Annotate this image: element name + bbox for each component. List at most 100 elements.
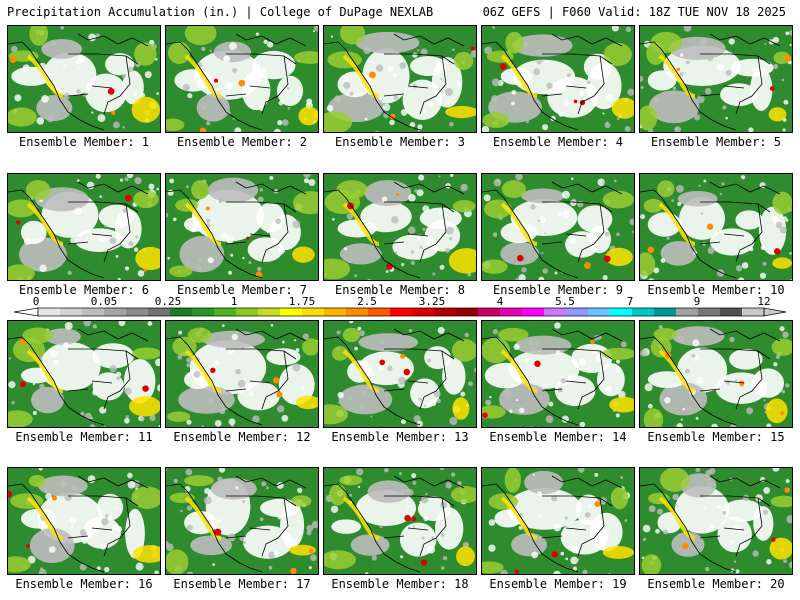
trace-speckle: [550, 115, 556, 122]
precip-map: [8, 321, 160, 427]
heavy-precip-spot: [20, 381, 26, 388]
trace-speckle: [677, 202, 682, 206]
dry-area: [575, 494, 602, 526]
dry-area: [735, 210, 763, 230]
trace-speckle: [92, 389, 98, 396]
trace-speckle: [536, 491, 543, 497]
trace-speckle: [775, 221, 783, 229]
colorbar-bin: [82, 308, 105, 316]
colorbar-bin: [478, 308, 501, 316]
precip-band: [128, 396, 160, 417]
trace-speckle: [10, 45, 18, 53]
trace-speckle: [492, 232, 498, 238]
trace-speckle: [425, 403, 431, 408]
precip-band: [329, 484, 347, 506]
trace-speckle: [227, 348, 234, 355]
trace-speckle: [275, 218, 281, 225]
trace-speckle: [231, 333, 239, 341]
dry-area: [85, 73, 127, 113]
colorbar-left-arrow: [13, 307, 39, 317]
dry-area: [122, 70, 144, 105]
dry-area: [123, 358, 156, 404]
trace-speckle: [515, 174, 523, 181]
trace-speckle: [140, 92, 146, 98]
trace-speckle: [408, 194, 416, 202]
dry-area: [722, 499, 763, 522]
heavy-precip-spot: [404, 514, 411, 522]
ensemble-member-label: Ensemble Member: 18: [331, 577, 469, 591]
trace-speckle: [300, 386, 305, 390]
trace-speckle: [270, 323, 274, 327]
trace-speckle: [604, 231, 610, 237]
trace-speckle: [766, 559, 772, 565]
dry-area: [500, 242, 540, 266]
trace-speckle: [679, 53, 684, 57]
ensemble-member-map: [165, 173, 319, 281]
dry-area: [237, 381, 280, 411]
heavy-precip-spot: [214, 528, 222, 536]
coastal-precip-streak: [500, 54, 538, 98]
colorbar-outline: [37, 307, 765, 317]
trace-speckle: [214, 360, 220, 365]
colorbar-bin: [104, 308, 127, 316]
trace-speckle: [398, 376, 406, 385]
precip-band: [505, 31, 524, 54]
trace-speckle: [246, 56, 250, 60]
trace-speckle: [125, 415, 129, 419]
precip-band: [25, 179, 51, 201]
trace-speckle: [666, 236, 670, 240]
coastline-borders: [324, 328, 465, 426]
dry-area: [43, 52, 97, 96]
trace-speckle: [124, 266, 130, 271]
trace-speckle: [137, 270, 145, 277]
colorbar-tick-label: 1.75: [288, 295, 316, 308]
ensemble-member-map: [7, 25, 161, 133]
colorbar-bin: [126, 308, 149, 316]
ensemble-member-label: Ensemble Member: 19: [489, 577, 627, 591]
trace-speckle: [97, 233, 106, 242]
precip-band: [291, 495, 312, 508]
trace-speckle: [772, 468, 780, 472]
precip-band: [22, 327, 53, 344]
dry-area: [720, 83, 758, 107]
trace-speckle: [571, 545, 579, 554]
trace-speckle: [716, 269, 725, 277]
trace-speckle: [221, 232, 228, 239]
trace-speckle: [194, 266, 197, 269]
trace-speckle: [208, 398, 214, 404]
trace-speckle: [625, 26, 632, 33]
trace-speckle: [336, 330, 341, 335]
precip-band: [135, 246, 160, 271]
trace-speckle: [354, 274, 358, 278]
dry-area: [105, 53, 135, 76]
trace-speckle: [611, 26, 619, 32]
ensemble-member-label: Ensemble Member: 4: [492, 135, 624, 149]
precip-band: [324, 111, 353, 132]
trace-speckle: [676, 334, 685, 342]
trace-speckle: [772, 63, 779, 70]
heavy-precip-spot: [199, 127, 207, 132]
trace-speckle: [543, 232, 547, 235]
trace-speckle: [36, 117, 45, 125]
trace-speckle: [91, 111, 94, 114]
precip-colorbar: [13, 307, 787, 317]
trace-speckle: [156, 187, 160, 191]
trace-speckle: [440, 566, 445, 570]
trace-speckle: [752, 550, 759, 557]
trace-speckle: [558, 111, 564, 117]
trace-speckle: [577, 200, 584, 208]
trace-speckle: [530, 204, 536, 210]
trace-speckle: [738, 277, 745, 280]
trace-speckle: [521, 267, 527, 273]
trace-speckle: [763, 399, 766, 402]
dry-area: [269, 214, 301, 251]
trace-speckle: [591, 349, 598, 355]
trace-speckle: [252, 415, 260, 424]
trace-speckle: [573, 566, 577, 571]
trace-speckle: [760, 476, 766, 482]
dry-area: [241, 70, 271, 111]
heavy-precip-spot: [246, 236, 250, 240]
trace-speckle: [594, 472, 599, 477]
trace-speckle: [664, 397, 671, 404]
trace-speckle: [48, 516, 52, 520]
